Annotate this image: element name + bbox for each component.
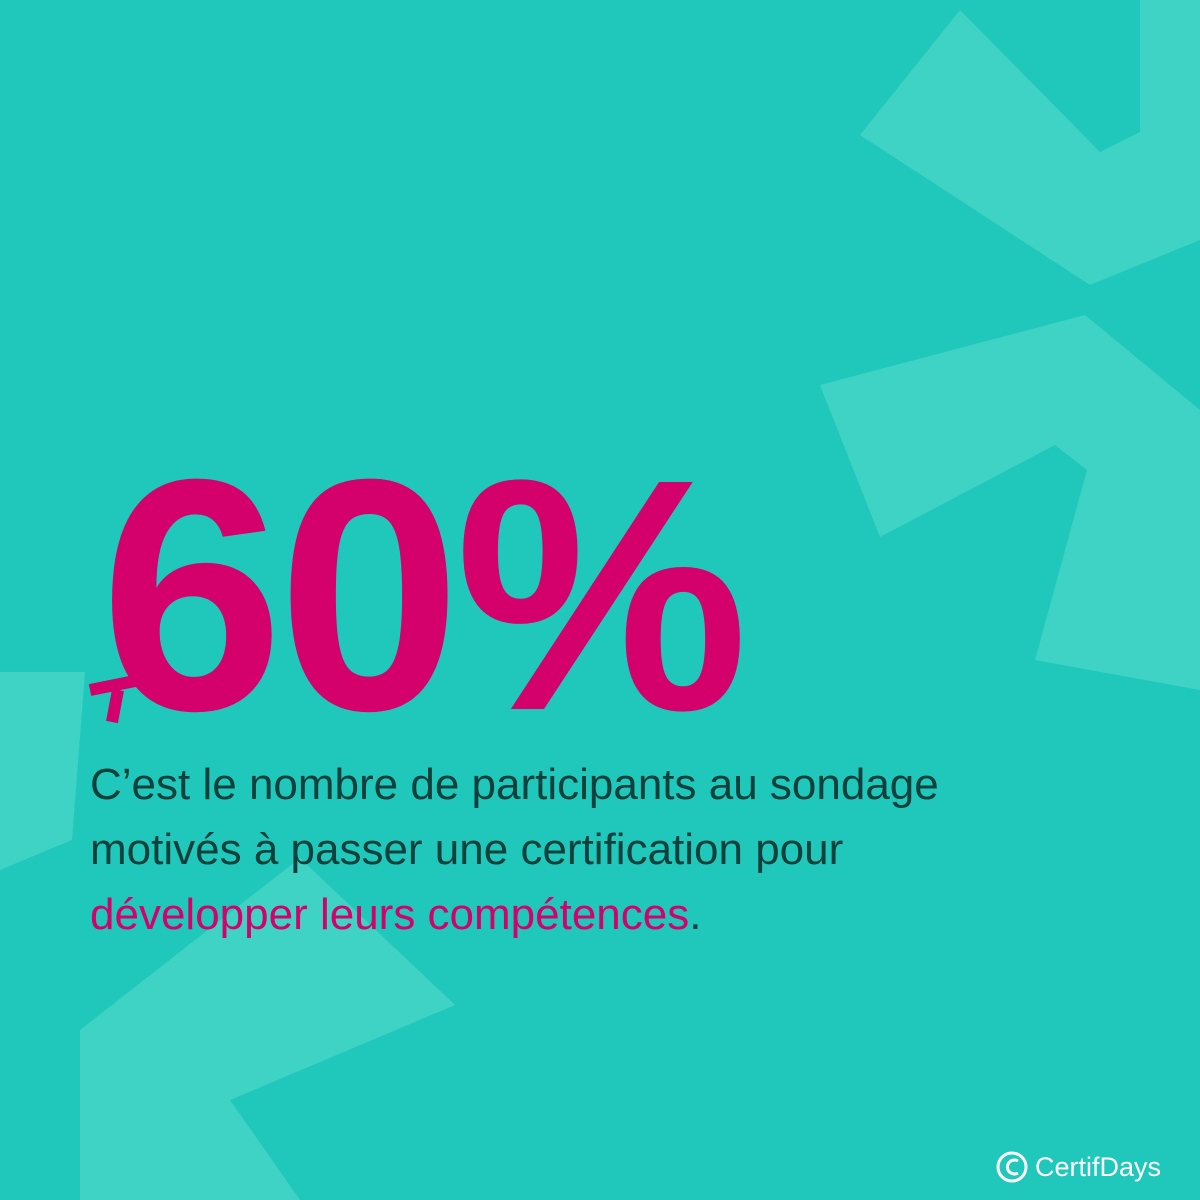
shape [860,0,1200,285]
highlight: développer leurs compétences [90,890,690,939]
brand-logo [996,1151,1028,1183]
description-line: C’est le nombre de participants au sonda… [90,760,939,809]
shape [0,672,85,870]
stat: 60% [100,410,748,779]
brand-logo [1005,1158,1019,1176]
stat-mark [88,674,142,724]
shape [80,858,455,1200]
shape [820,315,1200,690]
description-line: développer leurs compétences. [90,882,1170,947]
description-line: motivés à passer une certification pour [90,825,844,874]
description-end: . [689,890,702,939]
description: C’est le nombre de participants au sonda… [90,752,1170,947]
brand: CertifDays [1035,1152,1162,1182]
